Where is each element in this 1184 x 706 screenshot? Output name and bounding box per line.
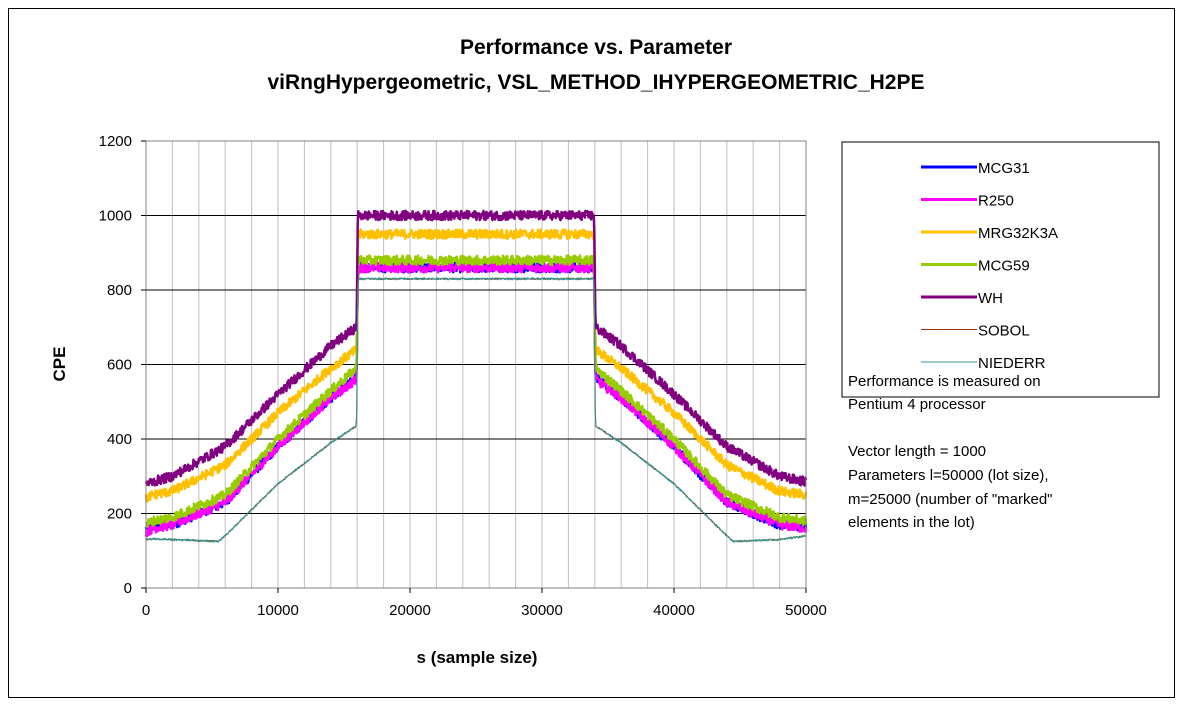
legend-label-wh: WH [978,290,1003,307]
x-tick-label: 0 [142,602,150,619]
y-tick-labels: 0 200 400 600 800 1000 1200 [99,133,146,597]
x-axis-label: s (sample size) [417,648,538,667]
y-tick-label: 600 [107,357,132,374]
notes: Performance is measured on Pentium 4 pro… [848,373,1053,531]
y-tick-label: 1000 [99,208,132,225]
y-tick-label: 0 [124,580,132,597]
series-line-mcg31 [144,261,808,532]
x-tick-labels: 0 10000 20000 30000 40000 50000 [142,588,827,619]
y-axis-label: CPE [50,347,69,382]
chart: Performance vs. Parameter viRngHypergeom… [50,36,1160,667]
note-line-6: elements in the lot) [848,514,975,531]
series-line-wh [144,209,808,487]
series-line-mcg59 [145,254,808,528]
chart-frame: Performance vs. Parameter viRngHypergeom… [8,8,1175,698]
y-tick-label: 800 [107,282,132,299]
legend-label-mcg31: MCG31 [978,160,1030,177]
grid [146,141,806,588]
series-line-r250 [144,261,808,538]
y-tick-label: 1200 [99,133,132,150]
legend-label-sobol: SOBOL [978,323,1030,340]
legend-label-mrg32k3a: MRG32K3A [978,225,1058,242]
note-line-4: Parameters l=50000 (lot size), [848,467,1049,484]
chart-title: Performance vs. Parameter [460,36,732,59]
series-line-sobol [145,277,806,543]
y-tick-label: 400 [107,431,132,448]
legend-label-mcg59: MCG59 [978,258,1030,275]
legend-label-r250: R250 [978,193,1014,210]
y-tick-label: 200 [107,506,132,523]
note-line-5: m=25000 (number of "marked" [848,491,1053,508]
x-tick-label: 30000 [521,602,563,619]
chart-subtitle: viRngHypergeometric, VSL_METHOD_IHYPERGE… [268,71,925,94]
x-tick-label: 40000 [653,602,695,619]
series-line-niederr [145,277,807,543]
x-tick-label: 50000 [785,602,827,619]
legend-label-niederr: NIEDERR [978,355,1046,372]
series-layer [144,209,808,543]
note-line-3: Vector length = 1000 [848,443,986,460]
x-tick-label: 20000 [389,602,431,619]
legend: MCG31 R250 MRG32K3A MCG59 WH SOBOL NIEDERR [921,160,1058,372]
legend-box [841,141,1160,398]
x-tick-label: 10000 [257,602,299,619]
series-line-mrg32k3a [144,228,808,503]
note-line-2: Pentium 4 processor [848,396,986,413]
note-line-1: Performance is measured on [848,373,1041,390]
